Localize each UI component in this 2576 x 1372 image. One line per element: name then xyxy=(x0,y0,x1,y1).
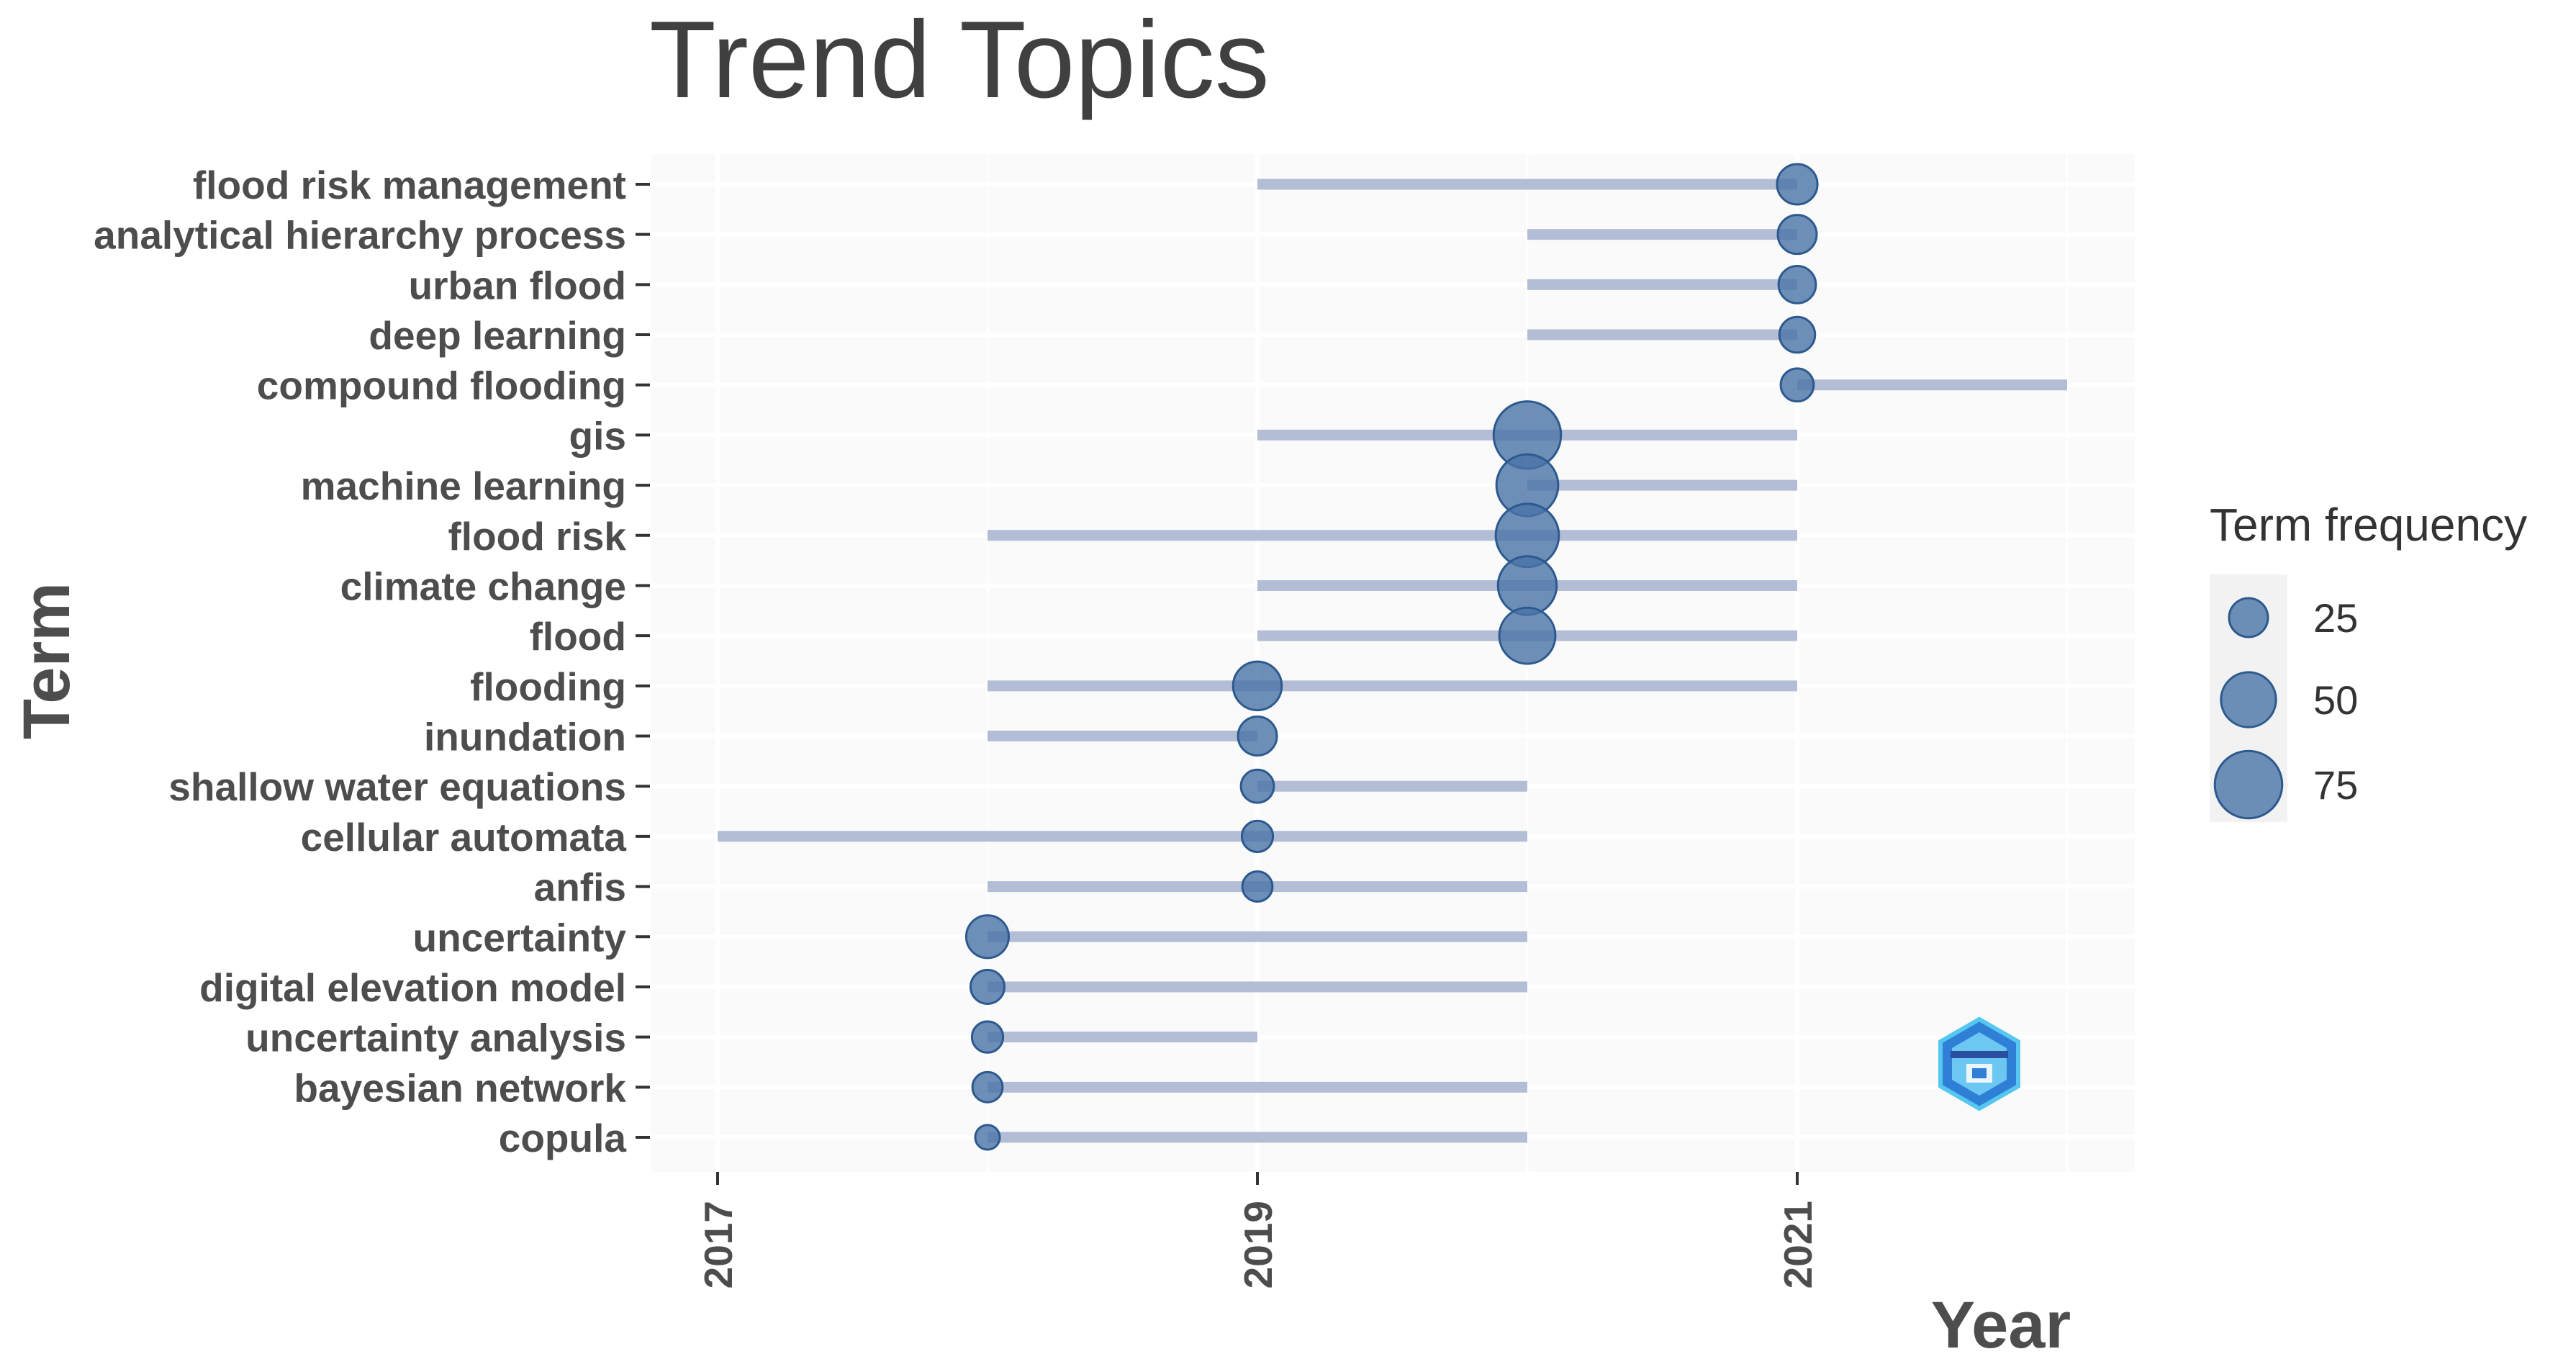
legend-point-25 xyxy=(2228,597,2269,638)
term-label-uncertainty: uncertainty xyxy=(413,915,627,960)
term-label-uncertainty-analysis: uncertainty analysis xyxy=(245,1016,626,1060)
bibliometrix-logo-icon xyxy=(1938,1016,2020,1111)
point-bayesian-network xyxy=(971,1070,1004,1104)
term-label-compound-flooding: compound flooding xyxy=(257,364,626,408)
point-deep-learning xyxy=(1778,315,1817,354)
plot-panel xyxy=(651,154,2135,1172)
x-tick-label-2019: 2019 xyxy=(1236,1201,1280,1288)
term-label-inundation: inundation xyxy=(424,715,626,759)
point-urban-flood xyxy=(1777,264,1817,304)
point-flood xyxy=(1498,606,1557,665)
term-label-urban-flood: urban flood xyxy=(409,263,626,307)
legend-title: Term frequency xyxy=(2210,499,2527,551)
y-ticks xyxy=(636,183,650,1139)
point-anfis xyxy=(1241,870,1274,903)
x-axis-title: Year xyxy=(1931,1288,2071,1362)
legend-point-75 xyxy=(2213,749,2284,820)
point-uncertainty-analysis xyxy=(970,1020,1005,1054)
point-uncertainty xyxy=(964,914,1011,960)
point-compound-flooding xyxy=(1779,367,1815,403)
term-label-digital-elevation-model: digital elevation model xyxy=(199,965,626,1010)
chart-title: Trend Topics xyxy=(649,0,1270,121)
term-label-gis: gis xyxy=(569,413,626,458)
point-inundation xyxy=(1237,716,1278,757)
x-ticks: 2017 2019 2021 xyxy=(696,1172,1820,1288)
term-label-machine-learning: machine learning xyxy=(301,464,626,508)
point-flooding xyxy=(1231,660,1283,712)
legend-label-25: 25 xyxy=(2313,595,2358,641)
point-shallow-water-equations xyxy=(1239,768,1275,804)
term-label-anfis: anfis xyxy=(534,865,626,910)
term-label-shallow-water-equations: shallow water equations xyxy=(168,764,626,809)
term-label-flood: flood xyxy=(530,614,626,659)
term-label-deep-learning: deep learning xyxy=(369,313,626,358)
term-label-flooding: flooding xyxy=(470,664,626,709)
term-label-analytical-hierarchy-process: analytical hierarchy process xyxy=(94,213,626,258)
point-cellular-automata xyxy=(1240,819,1275,853)
median-points xyxy=(964,163,1819,1151)
point-copula xyxy=(974,1124,1001,1151)
point-digital-elevation-model xyxy=(969,968,1006,1005)
range-segments xyxy=(718,179,2067,1143)
point-flood-risk-management xyxy=(1776,163,1819,206)
term-label-cellular-automata: cellular automata xyxy=(301,815,627,859)
term-label-flood-risk: flood risk xyxy=(448,514,626,559)
x-tick-label-2021: 2021 xyxy=(1776,1201,1820,1288)
term-label-flood-risk-management: flood risk management xyxy=(193,163,626,207)
term-label-bayesian-network: bayesian network xyxy=(294,1065,626,1110)
term-label-copula: copula xyxy=(499,1116,627,1160)
legend-items: 25 50 75 xyxy=(2213,595,2358,820)
legend-label-75: 75 xyxy=(2313,762,2358,808)
legend: Term frequency 25 50 75 xyxy=(2210,499,2527,822)
point-climate-change xyxy=(1496,555,1558,616)
legend-label-50: 50 xyxy=(2313,677,2358,723)
y-axis-title: Term xyxy=(10,582,83,739)
point-analytical-hierarchy-process xyxy=(1776,214,1818,256)
legend-point-50 xyxy=(2220,671,2277,728)
term-labels: flood risk management analytical hierarch… xyxy=(94,163,626,1160)
term-label-climate-change: climate change xyxy=(340,564,626,608)
x-tick-label-2017: 2017 xyxy=(696,1201,741,1288)
